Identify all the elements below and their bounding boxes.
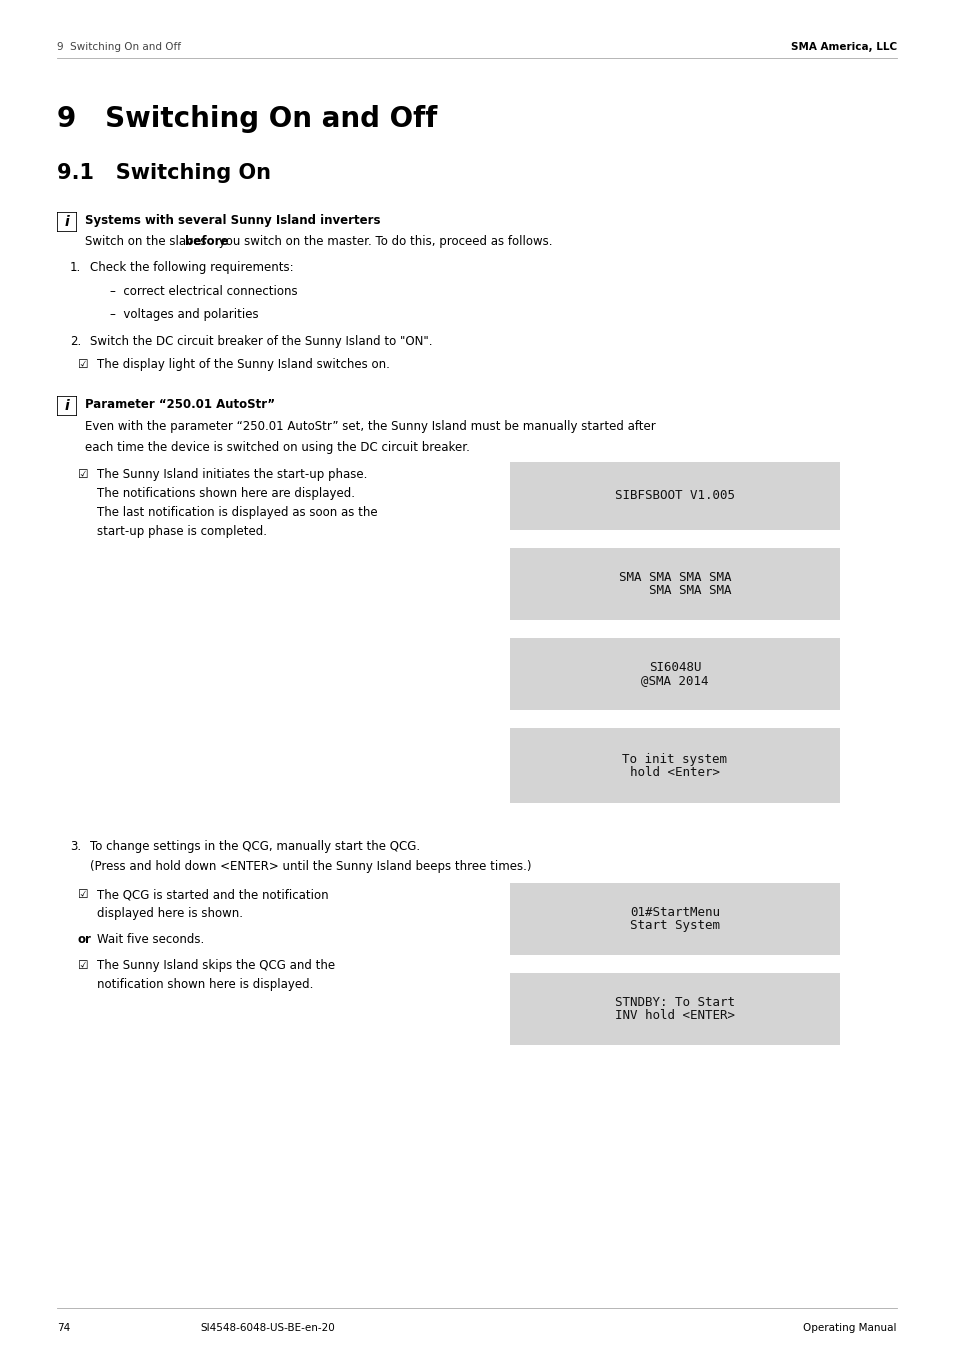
Text: 01#StartMenu: 01#StartMenu	[629, 906, 720, 919]
Text: 1.: 1.	[70, 261, 81, 274]
Text: hold <Enter>: hold <Enter>	[629, 765, 720, 779]
Text: The display light of the Sunny Island switches on.: The display light of the Sunny Island sw…	[97, 358, 390, 370]
Text: The Sunny Island initiates the start-up phase.: The Sunny Island initiates the start-up …	[97, 468, 367, 481]
Text: you switch on the master. To do this, proceed as follows.: you switch on the master. To do this, pr…	[215, 235, 553, 247]
Text: –  voltages and polarities: – voltages and polarities	[110, 308, 258, 320]
Text: i: i	[65, 399, 70, 412]
Text: ☑: ☑	[78, 888, 89, 900]
Text: ☑: ☑	[78, 468, 89, 481]
FancyBboxPatch shape	[507, 726, 841, 804]
Text: Systems with several Sunny Island inverters: Systems with several Sunny Island invert…	[85, 214, 380, 227]
Text: @SMA 2014: @SMA 2014	[640, 675, 708, 687]
Text: SI4548-6048-US-BE-en-20: SI4548-6048-US-BE-en-20	[200, 1324, 335, 1333]
FancyBboxPatch shape	[507, 460, 841, 531]
Text: The Sunny Island skips the QCG and the: The Sunny Island skips the QCG and the	[97, 959, 335, 972]
Text: To change settings in the QCG, manually start the QCG.: To change settings in the QCG, manually …	[90, 840, 419, 853]
Text: 9   Switching On and Off: 9 Switching On and Off	[57, 105, 436, 132]
Text: SIBFSBOOT V1.005: SIBFSBOOT V1.005	[615, 489, 734, 503]
Text: SMA SMA SMA: SMA SMA SMA	[618, 584, 731, 598]
FancyBboxPatch shape	[507, 635, 841, 713]
Text: (Press and hold down <ENTER> until the Sunny Island beeps three times.): (Press and hold down <ENTER> until the S…	[90, 860, 531, 873]
Text: SMA America, LLC: SMA America, LLC	[790, 42, 896, 51]
FancyBboxPatch shape	[507, 882, 841, 957]
Text: Switch on the slaves: Switch on the slaves	[85, 235, 210, 247]
Text: 2.: 2.	[70, 335, 81, 347]
Text: 3.: 3.	[70, 840, 81, 853]
Text: Wait five seconds.: Wait five seconds.	[97, 933, 204, 946]
Text: Start System: Start System	[629, 919, 720, 932]
Text: –  correct electrical connections: – correct electrical connections	[110, 285, 297, 297]
Text: start-up phase is completed.: start-up phase is completed.	[97, 525, 267, 538]
Text: SI6048U: SI6048U	[648, 661, 700, 675]
FancyBboxPatch shape	[507, 971, 841, 1046]
Text: The notifications shown here are displayed.: The notifications shown here are display…	[97, 487, 355, 500]
Text: before: before	[185, 235, 228, 247]
Text: The QCG is started and the notification: The QCG is started and the notification	[97, 888, 328, 900]
Text: or: or	[78, 933, 91, 946]
Text: Operating Manual: Operating Manual	[802, 1324, 896, 1333]
FancyBboxPatch shape	[507, 546, 841, 622]
Text: Parameter “250.01 AutoStr”: Parameter “250.01 AutoStr”	[85, 397, 274, 411]
Text: each time the device is switched on using the DC circuit breaker.: each time the device is switched on usin…	[85, 441, 470, 454]
Text: The last notification is displayed as soon as the: The last notification is displayed as so…	[97, 506, 377, 519]
Text: STNDBY: To Start: STNDBY: To Start	[615, 996, 734, 1009]
Text: Check the following requirements:: Check the following requirements:	[90, 261, 294, 274]
Text: Even with the parameter “250.01 AutoStr” set, the Sunny Island must be manually : Even with the parameter “250.01 AutoStr”…	[85, 420, 655, 433]
Text: SMA SMA SMA SMA: SMA SMA SMA SMA	[618, 571, 731, 584]
Text: 9  Switching On and Off: 9 Switching On and Off	[57, 42, 181, 51]
Text: displayed here is shown.: displayed here is shown.	[97, 907, 243, 919]
Text: Switch the DC circuit breaker of the Sunny Island to "ON".: Switch the DC circuit breaker of the Sun…	[90, 335, 432, 347]
Text: ☑: ☑	[78, 959, 89, 972]
Text: To init system: To init system	[622, 753, 727, 765]
Text: 74: 74	[57, 1324, 71, 1333]
Text: ☑: ☑	[78, 358, 89, 370]
Text: notification shown here is displayed.: notification shown here is displayed.	[97, 977, 313, 991]
Text: 9.1   Switching On: 9.1 Switching On	[57, 164, 271, 183]
Text: i: i	[65, 215, 70, 228]
Text: INV hold <ENTER>: INV hold <ENTER>	[615, 1009, 734, 1022]
